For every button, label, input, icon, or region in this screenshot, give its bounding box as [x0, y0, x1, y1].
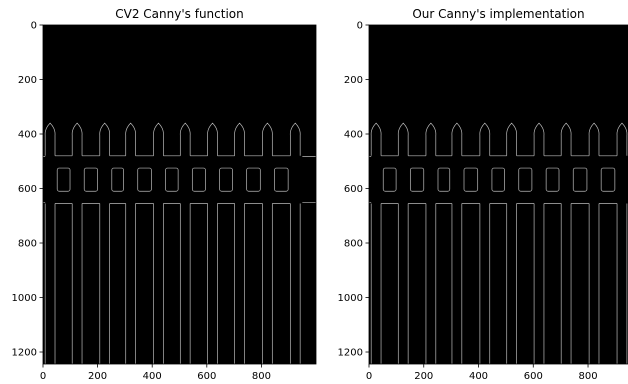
y-tick-label: 0	[31, 21, 37, 32]
y-tick-label: 600	[344, 184, 363, 195]
y-tick-label: 400	[18, 130, 37, 141]
chart-title: CV2 Canny's function	[115, 7, 243, 21]
x-tick-label: 0	[366, 371, 372, 382]
x-tick-label: 0	[40, 371, 46, 382]
x-tick-label: 400	[469, 371, 488, 382]
y-tick-label: 1200	[338, 348, 363, 359]
y-tick-label: 800	[18, 239, 37, 250]
figure: CV2 Canny's function 0 200 400 600 800 0 200 400…	[0, 0, 628, 384]
chart-title: Our Canny's implementation	[412, 7, 584, 21]
y-tick-label: 1000	[12, 293, 37, 304]
y-tick-label: 200	[344, 75, 363, 86]
y-tick-label: 200	[18, 75, 37, 86]
x-tick-label: 600	[197, 371, 216, 382]
x-tick-label: 200	[414, 371, 433, 382]
image-area	[43, 25, 316, 364]
y-tick-label: 800	[344, 239, 363, 250]
x-tick-label: 200	[88, 371, 107, 382]
y-tick-label: 1000	[338, 293, 363, 304]
y-tick-label: 400	[344, 130, 363, 141]
y-tick-label: 0	[357, 21, 363, 32]
y-tick-label: 1200	[12, 348, 37, 359]
x-tick-label: 600	[524, 371, 543, 382]
x-tick-label: 400	[143, 371, 162, 382]
y-tick-label: 600	[18, 184, 37, 195]
x-tick-label: 800	[252, 371, 271, 382]
x-tick-label: 800	[578, 371, 597, 382]
